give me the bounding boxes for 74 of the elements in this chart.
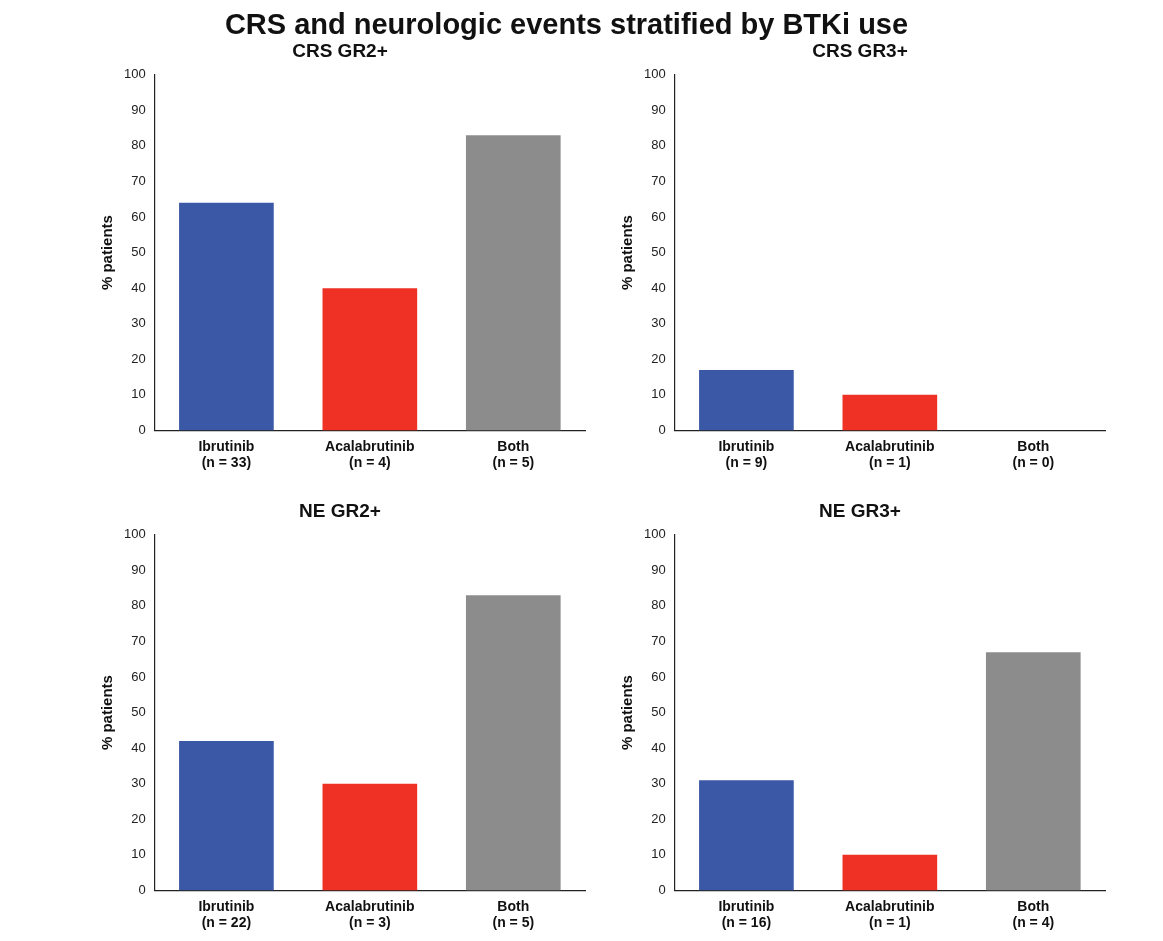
y-tick-label: 50	[131, 704, 146, 720]
x-tick-label: Both (n = 0)	[1012, 437, 1055, 471]
y-tick-label: 50	[651, 244, 666, 260]
y-tick-label: 30	[131, 775, 146, 791]
y-tick-label: 40	[651, 739, 666, 755]
x-tick-label: Ibrutinib (n = 22)	[198, 897, 255, 931]
y-tick-label: 30	[651, 775, 666, 791]
y-tick-label: 20	[131, 810, 146, 826]
y-tick-label: 30	[131, 315, 146, 331]
x-tick-label: Both (n = 5)	[492, 897, 535, 931]
y-tick-label: 60	[131, 668, 146, 684]
y-tick-label: 50	[651, 704, 666, 720]
x-tick-label: Acalabrutinib (n = 1)	[845, 437, 935, 471]
y-tick-label: 100	[123, 526, 146, 542]
y-tick-label: 80	[651, 597, 666, 613]
y-tick-label: 10	[131, 386, 146, 402]
y-tick-label: 10	[651, 386, 666, 402]
y-tick-label: 70	[131, 173, 146, 189]
y-tick-label: 40	[131, 739, 146, 755]
chart-title: CRS and neurologic events stratified by BTKi use	[223, 8, 910, 41]
y-axis-title: % patients	[98, 675, 116, 751]
y-tick-label: 20	[651, 810, 666, 826]
chart-subtitle: NE GR2+	[299, 499, 381, 521]
x-tick-label: Acalabrutinib (n = 4)	[325, 437, 415, 471]
y-tick-label: 100	[643, 66, 666, 82]
y-tick-label: 50	[131, 244, 146, 260]
chart-subtitle: CRS GR3+	[812, 39, 908, 61]
y-tick-label: 90	[131, 561, 146, 577]
bar	[699, 780, 794, 891]
y-tick-label: 70	[651, 633, 666, 649]
y-tick-label: 0	[138, 421, 146, 437]
y-tick-label: 0	[658, 421, 666, 437]
y-tick-label: 100	[123, 66, 146, 82]
y-tick-label: 80	[651, 137, 666, 153]
y-tick-label: 40	[651, 279, 666, 295]
bar	[322, 288, 418, 431]
x-tick-label: Ibrutinib (n = 33)	[198, 437, 255, 471]
y-tick-label: 90	[651, 561, 666, 577]
bar	[179, 741, 274, 891]
chart-subtitle: CRS GR2+	[292, 39, 388, 61]
bar	[842, 854, 938, 891]
y-tick-label: 30	[651, 315, 666, 331]
y-tick-label: 70	[651, 173, 666, 189]
y-axis-title: % patients	[618, 675, 636, 751]
y-tick-label: 100	[643, 526, 666, 542]
x-tick-label: Both (n = 5)	[492, 437, 535, 471]
y-tick-label: 60	[131, 208, 146, 224]
bar	[985, 652, 1081, 891]
y-tick-label: 70	[131, 633, 146, 649]
y-tick-label: 90	[651, 101, 666, 117]
y-tick-label: 60	[651, 668, 666, 684]
bar	[179, 202, 274, 431]
bar	[465, 595, 561, 891]
x-tick-label: Acalabrutinib (n = 3)	[325, 897, 415, 931]
x-tick-label: Acalabrutinib (n = 1)	[845, 897, 935, 931]
y-axis-title: % patients	[98, 215, 116, 291]
y-tick-label: 10	[131, 846, 146, 862]
x-tick-label: Ibrutinib (n = 16)	[718, 897, 775, 931]
x-tick-label: Both (n = 4)	[1012, 897, 1055, 931]
y-tick-label: 80	[131, 137, 146, 153]
y-axis-title: % patients	[618, 215, 636, 291]
y-tick-label: 20	[651, 350, 666, 366]
y-tick-label: 90	[131, 101, 146, 117]
x-tick-label: Ibrutinib (n = 9)	[718, 437, 775, 471]
y-tick-label: 40	[131, 279, 146, 295]
y-tick-label: 60	[651, 208, 666, 224]
y-tick-label: 10	[651, 846, 666, 862]
chart-subtitle: NE GR3+	[819, 499, 901, 521]
bar	[322, 783, 418, 891]
bar	[465, 135, 561, 431]
y-tick-label: 0	[658, 881, 666, 897]
y-tick-label: 20	[131, 350, 146, 366]
y-tick-label: 0	[138, 881, 146, 897]
y-tick-label: 80	[131, 597, 146, 613]
